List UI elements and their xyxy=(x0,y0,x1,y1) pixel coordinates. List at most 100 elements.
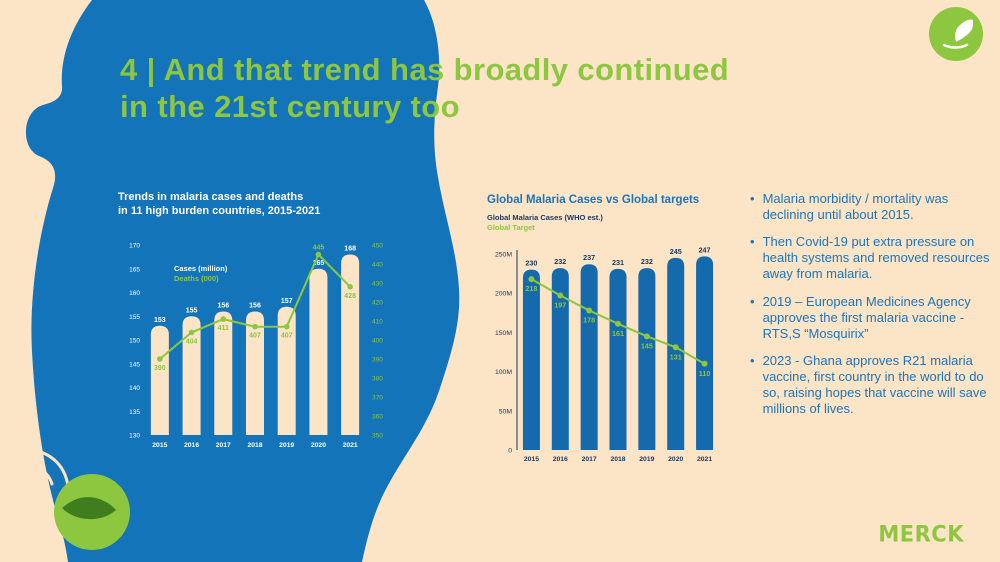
chart-label: 153 xyxy=(154,316,166,323)
chart-label: 145 xyxy=(129,361,140,368)
line-point xyxy=(188,329,195,335)
chart-label: 407 xyxy=(249,332,261,339)
chart-label: 150 xyxy=(129,337,140,344)
chart-label: 2019 xyxy=(639,456,654,463)
chart-label: 2019 xyxy=(279,442,294,449)
chart-label: 100M xyxy=(495,369,512,376)
chart-label: 390 xyxy=(154,365,166,372)
bullet-dot: • xyxy=(750,191,755,206)
bullet-dot: • xyxy=(750,293,755,309)
chart-label: 2018 xyxy=(610,456,625,463)
chart-label: 156 xyxy=(249,302,261,309)
bullet-text: Then Covid-19 put extra pressure on heal… xyxy=(762,234,990,282)
line-point xyxy=(528,276,535,283)
bar xyxy=(214,311,233,435)
chart-global-legend-cases: Global Malaria Cases (WHO est.) xyxy=(487,213,603,222)
chart-label: Deaths (000) xyxy=(174,274,219,283)
chart-label: 2017 xyxy=(582,456,597,463)
chart-label: 232 xyxy=(554,257,566,266)
bullet-dot: • xyxy=(750,352,755,368)
chart-label: 155 xyxy=(129,313,140,320)
chart-label: 160 xyxy=(129,290,140,297)
chart-label: 404 xyxy=(186,338,198,345)
chart-label: 130 xyxy=(129,432,140,439)
chart-label: 140 xyxy=(129,385,140,392)
bullet-text: 2019 – European Medicines Agency approve… xyxy=(762,293,971,341)
line-point xyxy=(315,251,322,257)
chart-label: 390 xyxy=(372,356,383,363)
bar xyxy=(150,325,169,435)
bullet-item: • Then Covid-19 put extra pressure on hea… xyxy=(750,234,993,282)
bar xyxy=(341,254,360,435)
chart-global-legend-target: Global Target xyxy=(487,223,535,232)
line-point xyxy=(615,320,621,327)
chart-trends-title-line2: in 11 high burden countries, 2015-2021 xyxy=(118,205,321,218)
chart-label: 170 xyxy=(129,242,140,249)
bullet-item: • Malaria morbidity / mortality was decli… xyxy=(750,191,993,223)
line-point xyxy=(157,355,163,362)
chart-label: 411 xyxy=(218,325,229,332)
chart-global: Global Malaria Cases vs Global targets G… xyxy=(487,194,729,473)
chart-label: 410 xyxy=(372,318,383,325)
chart-label: 428 xyxy=(344,292,356,299)
slide-title: 4 | And that trend has broadly continued… xyxy=(120,52,729,125)
bar xyxy=(551,268,569,450)
bullet-text: 2023 - Ghana approves R21 malaria vaccin… xyxy=(762,352,987,417)
chart-label: 2016 xyxy=(184,442,199,449)
chart-label: 218 xyxy=(525,284,537,293)
chart-label: 247 xyxy=(699,245,711,254)
bullet-list: • Malaria morbidity / mortality was decli… xyxy=(750,191,993,428)
chart-label: Cases (million) xyxy=(174,264,228,273)
line-point xyxy=(557,292,564,299)
bar xyxy=(309,268,328,435)
chart-label: 2018 xyxy=(247,442,262,449)
merck-logo: MERCK xyxy=(878,521,964,547)
chart-label: 237 xyxy=(583,253,595,262)
chart-label: 131 xyxy=(670,352,682,361)
line-point xyxy=(347,283,353,290)
bar xyxy=(696,256,714,450)
line-point xyxy=(220,315,227,322)
slide-title-line1: 4 | And that trend has broadly continued xyxy=(120,52,730,87)
bar xyxy=(182,315,201,435)
chart-label: 231 xyxy=(612,258,624,267)
chart-label: 2016 xyxy=(553,456,568,463)
chart-label: 360 xyxy=(372,413,383,420)
chart-label: 350 xyxy=(372,432,383,439)
chart-label: 445 xyxy=(313,244,325,251)
line-point xyxy=(701,360,708,367)
chart-label: 110 xyxy=(699,369,711,378)
chart-label: 245 xyxy=(670,247,682,256)
chart-label: 50M xyxy=(499,408,513,415)
chart-label: 165 xyxy=(129,266,140,273)
bullet-item: • 2023 - Ghana approves R21 malaria vacci… xyxy=(750,353,993,417)
bar xyxy=(277,306,296,435)
line-point xyxy=(672,344,679,351)
leaf-circle-icon xyxy=(54,474,130,550)
chart-trends-plot: 170 165 160 155 150 145 140 135 130 450 440 430 420 4… xyxy=(129,242,383,449)
bullet-text: Malaria morbidity / mortality was declin… xyxy=(762,191,949,223)
chart-label: 156 xyxy=(217,302,229,309)
line-point xyxy=(586,307,593,314)
chart-label: 168 xyxy=(344,245,356,252)
bar xyxy=(609,268,627,450)
bullet-dot: • xyxy=(750,234,755,250)
chart-label: 2015 xyxy=(152,442,167,449)
line-point xyxy=(283,323,290,330)
chart-label: 200M xyxy=(495,291,512,298)
chart-label: 420 xyxy=(372,299,383,306)
line-point xyxy=(643,333,650,340)
chart-label: 450 xyxy=(372,242,383,249)
slide-title-line2: in the 21st century too xyxy=(120,88,460,124)
chart-label: 440 xyxy=(372,261,383,268)
line-point xyxy=(252,323,258,330)
bar xyxy=(580,264,598,450)
chart-label: 370 xyxy=(372,394,383,401)
chart-label: 165 xyxy=(313,259,325,266)
chart-label: 178 xyxy=(583,315,595,324)
chart-label: 407 xyxy=(281,332,293,339)
chart-label: 2021 xyxy=(343,442,358,449)
chart-label: 197 xyxy=(554,301,566,310)
chart-label: 0 xyxy=(508,448,512,455)
bar xyxy=(638,268,656,450)
